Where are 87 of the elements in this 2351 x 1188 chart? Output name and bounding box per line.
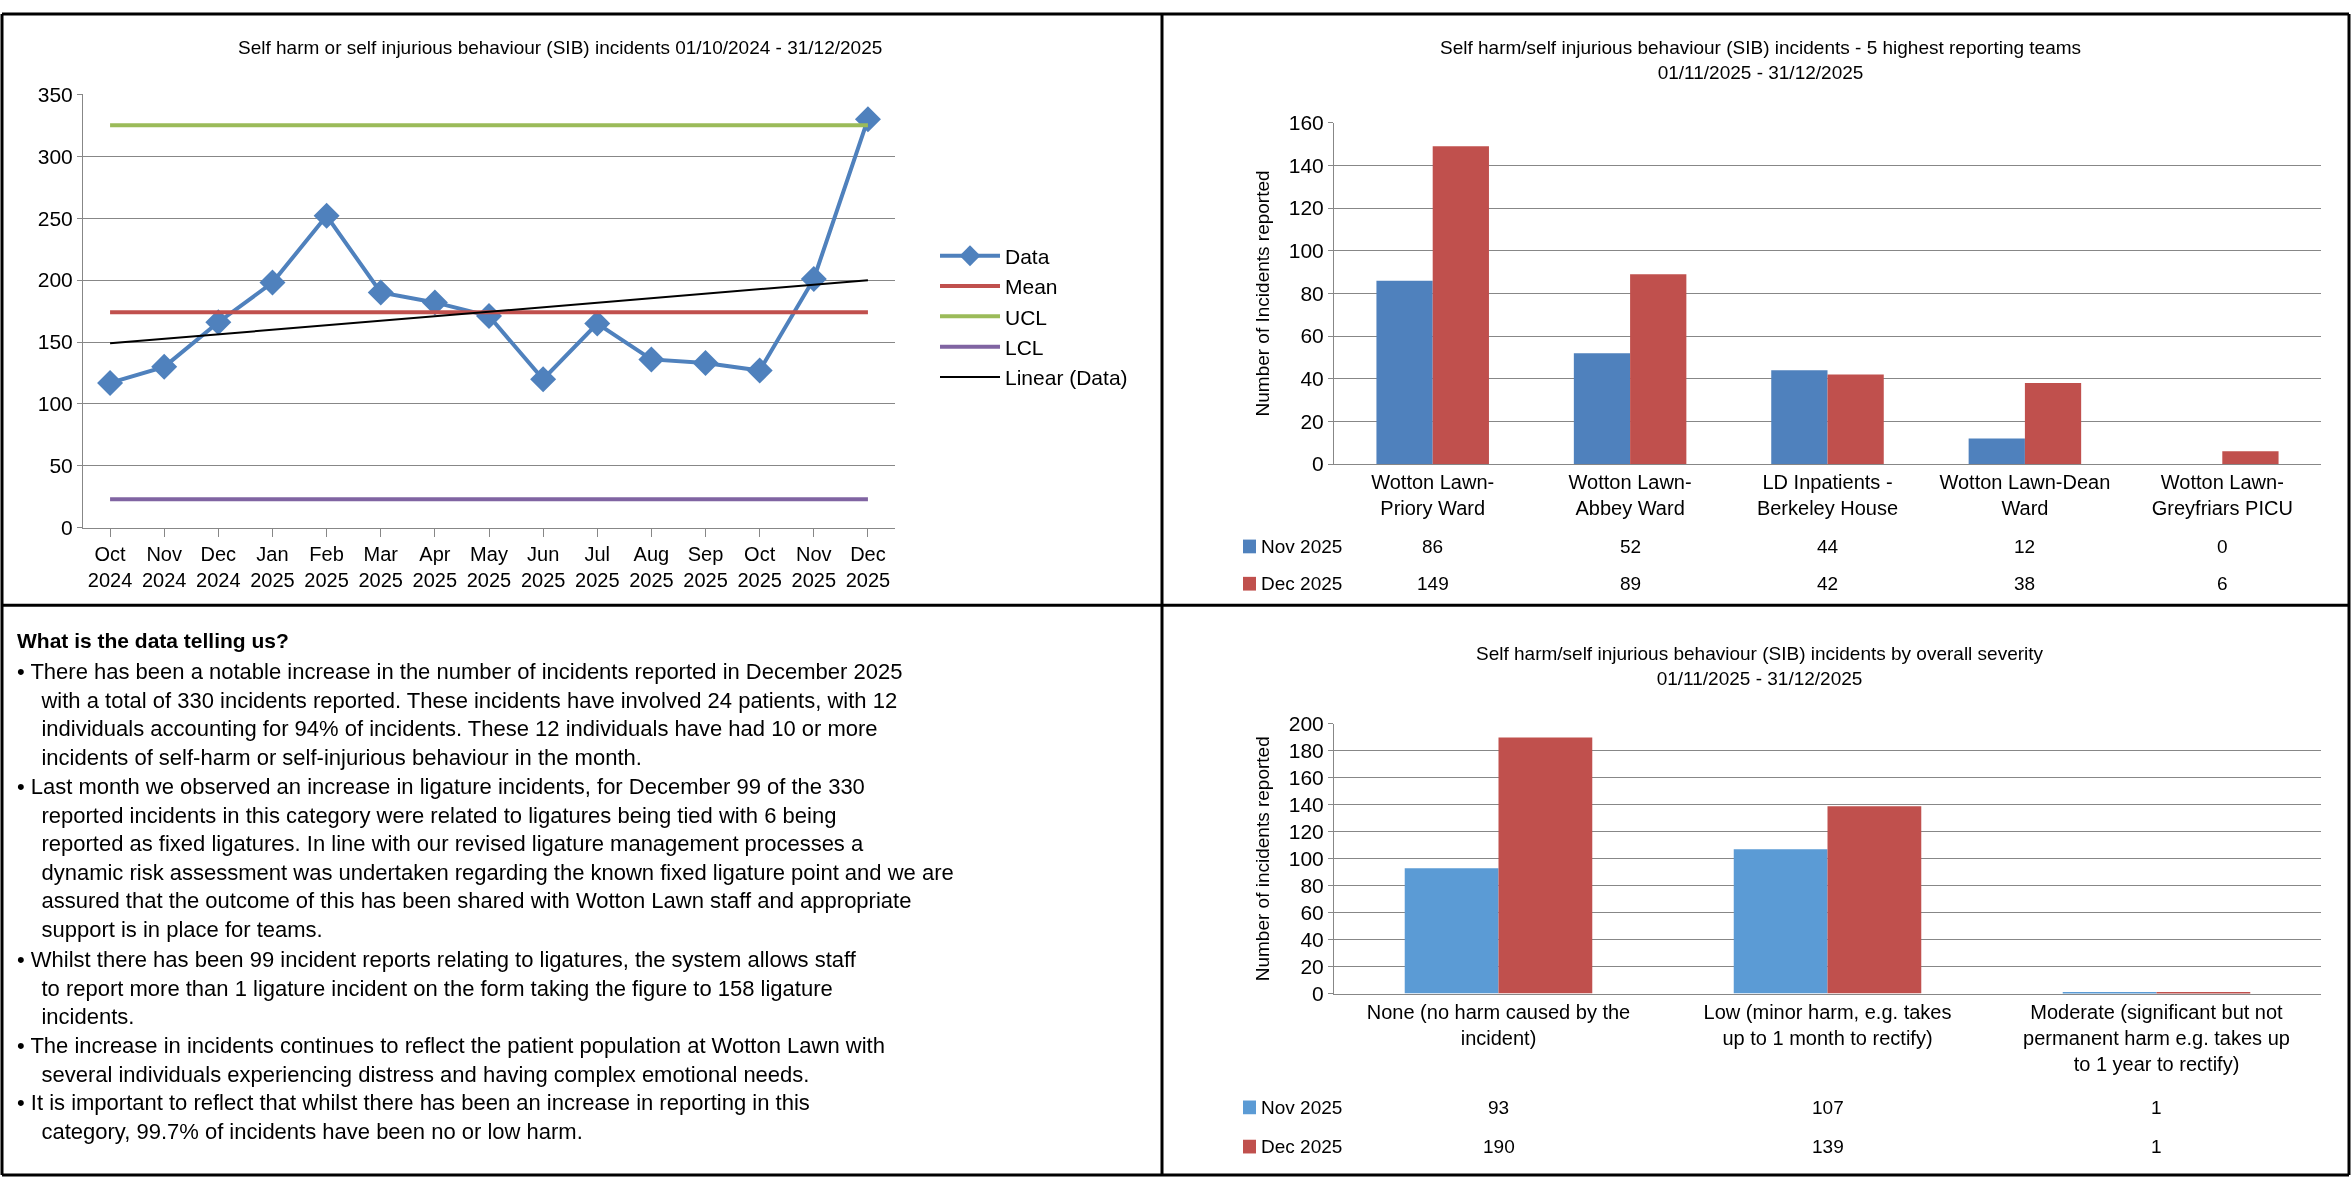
text: • The increase in incidents continues to reflect the patient population at Wotton Lawn with several individuals experiencing distress and having complex emotional needs. <box>17 1033 885 1087</box>
data-label: 1 <box>2151 1097 2162 1118</box>
data-label: 93 <box>1488 1097 1510 1118</box>
y-tick-label: 60 <box>1300 901 1324 925</box>
chart-title: Self harm/self injurious behaviour (SIB) incidents by overall severity <box>1476 643 2044 664</box>
x-tick-label: Wotton Lawn-Greyfriars PICU <box>2151 471 2293 520</box>
data-label: 190 <box>1483 1136 1515 1157</box>
text: What is the data telling us? <box>17 629 289 652</box>
y-axis-title: Number of Incidents reported <box>1251 170 1273 417</box>
y-tick-label: 100 <box>1288 847 1324 871</box>
x-tick-label: Oct 2024 <box>87 542 133 591</box>
x-tick-label: Aug 2025 <box>629 542 674 591</box>
legend-label: LCL <box>1005 335 1044 359</box>
y-tick-label: 250 <box>37 206 73 230</box>
x-tick-label: Jul 2025 <box>575 542 620 591</box>
legend-label: Mean <box>1005 275 1058 299</box>
legend-label: Dec 2025 <box>1261 1136 1343 1157</box>
y-tick-label: 160 <box>1288 111 1324 135</box>
legend-label: Linear (Data) <box>1005 366 1128 390</box>
y-tick-label: 180 <box>1288 739 1324 763</box>
x-tick-label: Apr 2025 <box>412 542 458 591</box>
y-tick-label: 20 <box>1300 409 1324 433</box>
x-tick-label: Low (minor harm, e.g. takes up to 1 month to rectify) <box>1703 1000 1952 1049</box>
x-tick-label: Nov 2025 <box>791 542 837 591</box>
y-tick-label: 200 <box>37 268 73 292</box>
text: • It is important to reflect that whilst there has been an increase in reporting in this category, 99.7% of incidents have been no or low harm. <box>17 1090 810 1144</box>
y-tick-label: 0 <box>1312 981 1324 1005</box>
x-tick-label: LD Inpatients - Berkeley House <box>1756 471 1899 520</box>
data-label: 107 <box>1812 1097 1844 1118</box>
chart-title: Self harm/self injurious behaviour (SIB) incidents - 5 highest reporting teams <box>1440 37 2082 58</box>
y-tick-label: 40 <box>1300 928 1324 952</box>
data-label: 52 <box>1620 536 1642 557</box>
y-tick-label: 120 <box>1288 820 1324 844</box>
data-label: 139 <box>1812 1136 1844 1157</box>
y-tick-label: 80 <box>1300 874 1324 898</box>
x-tick-label: May 2025 <box>466 542 512 591</box>
x-tick-label: Feb 2025 <box>304 542 349 591</box>
y-tick-label: 50 <box>49 454 73 478</box>
x-tick-label: Sep 2025 <box>683 542 728 591</box>
x-tick-label: Oct 2025 <box>737 542 782 591</box>
data-label: 89 <box>1620 573 1642 594</box>
y-tick-label: 0 <box>61 516 73 540</box>
data-label: 149 <box>1417 573 1449 594</box>
y-tick-label: 140 <box>1288 153 1324 177</box>
chart-subtitle: 01/11/2025 - 31/12/2025 <box>1656 667 1863 689</box>
chart-subtitle: 01/11/2025 - 31/12/2025 <box>1657 61 1864 83</box>
y-tick-label: 20 <box>1300 955 1324 978</box>
y-tick-label: 140 <box>1288 793 1324 817</box>
x-tick-label: Wotton Lawn-Priory Ward <box>1371 471 1495 520</box>
y-axis-title: Number of incidents reported <box>1251 736 1273 982</box>
x-tick-label: Wotton Lawn-Dean Ward <box>1939 471 2111 520</box>
legend-label: Nov 2025 <box>1261 1097 1343 1118</box>
legend-label: UCL <box>1005 305 1048 329</box>
text: • Last month we observed an increase in ligature incidents, for December 99 of the 330 reported incidents in this category were related to ligatures being tied with 6 being reported as fixed ligatures. In line with our revised ligature management processes a dynamic risk assessment was undertaken regarding the known fixed ligature point and we are assured that the outcome of this has been shared with Wotton Lawn staff and appropriate support is in place for teams. <box>17 774 954 942</box>
data-label: 38 <box>2014 573 2036 594</box>
data-label: 1 <box>2151 1136 2162 1157</box>
data-label: 42 <box>1817 573 1839 594</box>
chart-title: Self harm or self injurious behaviour (SIB) incidents 01/10/2024 - 31/12/2025 <box>238 37 883 58</box>
y-tick-label: 350 <box>37 82 73 106</box>
y-tick-label: 100 <box>37 392 73 416</box>
x-tick-label: Nov 2024 <box>141 542 187 591</box>
y-tick-label: 80 <box>1300 281 1324 305</box>
x-tick-label: Dec 2025 <box>845 542 891 591</box>
data-label: 6 <box>2217 573 2228 594</box>
data-label: 12 <box>2014 536 2036 557</box>
x-tick-label: Wotton Lawn-Abbey Ward <box>1568 471 1692 520</box>
x-tick-label: Jan 2025 <box>250 542 295 591</box>
y-tick-label: 160 <box>1288 766 1324 790</box>
y-tick-label: 200 <box>1288 712 1324 736</box>
y-tick-label: 0 <box>1312 452 1324 476</box>
x-tick-label: Mar 2025 <box>358 542 403 591</box>
y-tick-label: 40 <box>1300 367 1324 391</box>
text: • Whilst there has been 99 incident reports relating to ligatures, the system allows staff to report more than 1 ligature incident on the form taking the figure to 158 ligature incidents. <box>17 947 857 1030</box>
data-label: 86 <box>1422 536 1444 557</box>
x-tick-label: None (no harm caused by the incident) <box>1366 1000 1631 1049</box>
y-tick-label: 150 <box>37 330 73 354</box>
x-tick-label: Jun 2025 <box>520 542 566 591</box>
y-tick-label: 100 <box>1288 239 1324 263</box>
y-tick-label: 120 <box>1288 196 1324 220</box>
data-label: 0 <box>2217 536 2228 557</box>
x-tick-label: Moderate (significant but not permanent harm e.g. takes up to 1 year to rectify) <box>2023 1000 2290 1075</box>
text: • There has been a notable increase in the number of incidents reported in December 2025 with a total of 330 incidents reported. These incidents have involved 24 patients, with 12 individuals accounting for 94% of incidents. These 12 individuals have had 10 or more incidents of self-harm or self-injurious behaviour in the month. <box>17 659 903 770</box>
legend-label: Data <box>1005 244 1050 268</box>
x-tick-label: Dec 2024 <box>196 542 241 591</box>
y-tick-label: 60 <box>1300 324 1324 348</box>
y-tick-label: 300 <box>37 144 73 168</box>
data-label: 44 <box>1817 536 1839 557</box>
